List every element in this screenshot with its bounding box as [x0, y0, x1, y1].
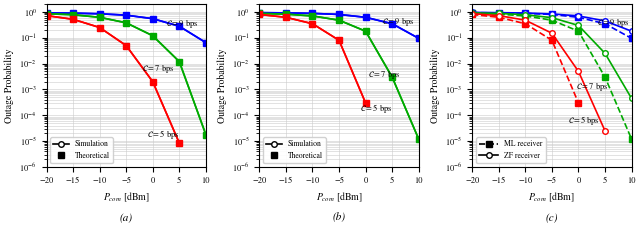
Y-axis label: Outage Probability: Outage Probability — [217, 48, 227, 123]
Text: $\mathcal{C}=7$ bps: $\mathcal{C}=7$ bps — [368, 69, 401, 81]
Text: (b): (b) — [333, 213, 346, 223]
Legend: Simulation, Theoretical: Simulation, Theoretical — [51, 137, 113, 163]
Text: (c): (c) — [546, 213, 558, 223]
Text: $\mathcal{C}=9$ bps: $\mathcal{C}=9$ bps — [597, 18, 630, 30]
Text: $\mathcal{C}=9$ bps: $\mathcal{C}=9$ bps — [166, 18, 198, 30]
Legend: ML receiver, ZF receiver: ML receiver, ZF receiver — [476, 137, 546, 163]
X-axis label: $P_{com}$ [dBm]: $P_{com}$ [dBm] — [103, 190, 150, 204]
Text: $\mathcal{C}=9$ bps: $\mathcal{C}=9$ bps — [381, 16, 414, 28]
Y-axis label: Outage Probability: Outage Probability — [4, 48, 14, 123]
Text: $\mathcal{C}=7$ bps: $\mathcal{C}=7$ bps — [576, 82, 608, 94]
X-axis label: $P_{com}$ [dBm]: $P_{com}$ [dBm] — [316, 190, 362, 204]
Text: $\mathcal{C}=7$ bps: $\mathcal{C}=7$ bps — [142, 64, 175, 75]
Text: $\mathcal{C}=5\,$bps: $\mathcal{C}=5\,$bps — [568, 114, 599, 127]
Text: (a): (a) — [120, 213, 132, 223]
Text: $\mathcal{C}=5$ bps: $\mathcal{C}=5$ bps — [360, 102, 393, 115]
Y-axis label: Outage Probability: Outage Probability — [430, 48, 440, 123]
X-axis label: $P_{com}$ [dBm]: $P_{com}$ [dBm] — [529, 190, 575, 204]
Legend: Simulation, Theoretical: Simulation, Theoretical — [263, 137, 326, 163]
Text: $\mathcal{C}=5$ bps: $\mathcal{C}=5$ bps — [147, 128, 180, 141]
